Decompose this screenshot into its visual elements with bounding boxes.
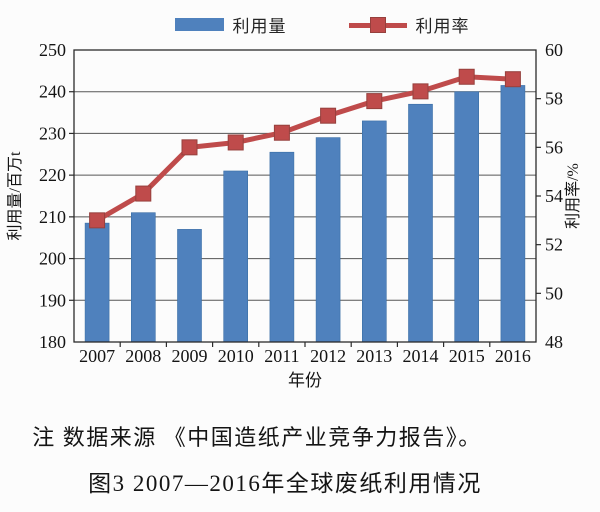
x-tick-label: 2015 — [449, 346, 485, 366]
bar-series-swatch — [174, 18, 224, 31]
y-right-tick-label: 56 — [545, 137, 563, 157]
y-left-tick-label: 240 — [39, 82, 66, 102]
rate-marker — [320, 107, 337, 124]
chart-legend: 利用量 利用率 — [22, 12, 600, 37]
bar — [131, 212, 156, 343]
rate-marker — [181, 139, 198, 156]
legend-item-volume: 利用量 — [174, 12, 287, 37]
bar — [84, 222, 110, 343]
caption-source-note: 注 数据来源 《中国造纸产业竞争力报告》。 — [32, 425, 482, 450]
rate-marker — [458, 68, 475, 85]
y-left-tick-label: 200 — [39, 249, 66, 269]
bar — [315, 137, 341, 343]
y-right-tick-label: 48 — [545, 332, 563, 352]
x-tick-label: 2007 — [79, 346, 115, 366]
bar — [500, 85, 526, 343]
y-right-tick-label: 52 — [545, 235, 563, 255]
x-tick-label: 2012 — [310, 346, 346, 366]
rate-marker — [504, 71, 521, 88]
rate-marker — [135, 185, 152, 202]
y-right-tick-label: 60 — [545, 40, 563, 60]
x-tick-label: 2008 — [125, 346, 161, 366]
figure-caption: 注 数据来源 《中国造纸产业竞争力报告》。 图3 2007—2016年全球废纸利… — [0, 420, 600, 498]
legend-label-volume: 利用量 — [232, 17, 287, 36]
bar — [361, 120, 387, 343]
y-left-tick-label: 220 — [39, 165, 66, 185]
bar — [269, 151, 295, 343]
x-tick-label: 2011 — [264, 346, 299, 366]
bar — [454, 91, 480, 343]
line-swatch-marker — [369, 16, 386, 33]
bar — [177, 229, 202, 343]
y-left-tick-label: 180 — [39, 332, 66, 352]
x-tick-label: 2009 — [172, 346, 208, 366]
rate-marker — [412, 83, 429, 100]
x-tick-label: 2013 — [356, 346, 392, 366]
rate-marker — [273, 124, 290, 141]
y-left-tick-label: 210 — [39, 207, 66, 227]
y-right-tick-label: 54 — [545, 186, 563, 206]
y-right-axis-title: 利用率/% — [564, 163, 582, 229]
y-left-tick-label: 250 — [39, 40, 66, 60]
x-tick-label: 2010 — [218, 346, 254, 366]
y-left-tick-label: 230 — [39, 123, 66, 143]
x-tick-label: 2014 — [403, 346, 439, 366]
y-right-tick-label: 50 — [545, 283, 563, 303]
y-left-tick-label: 190 — [39, 290, 66, 310]
rate-marker — [366, 93, 383, 110]
bar — [223, 170, 248, 343]
y-right-tick-label: 58 — [545, 89, 563, 109]
y-left-axis-title: 利用量/百万t — [6, 151, 24, 240]
legend-item-rate: 利用率 — [348, 12, 470, 37]
rate-marker — [89, 212, 106, 229]
bar — [408, 103, 433, 343]
line-series-swatch — [348, 16, 407, 33]
combo-chart: 180 190 200 210 220 230 240 250 48 50 52 54 56 58 60 20… — [6, 40, 582, 390]
caption-figure-title: 图3 2007—2016年全球废纸利用情况 — [88, 471, 482, 496]
x-axis-title: 年份 — [288, 371, 322, 390]
legend-label-rate: 利用率 — [415, 17, 470, 36]
rate-line — [95, 74, 514, 223]
rate-marker — [227, 134, 244, 151]
x-tick-label: 2016 — [495, 346, 531, 366]
